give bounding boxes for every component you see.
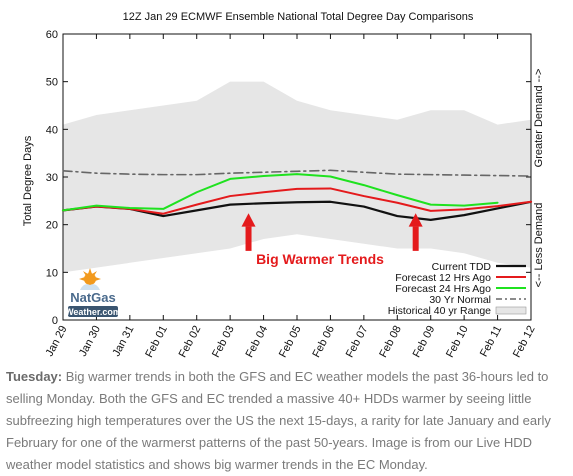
legend-label: Historical 40 yr Range: [388, 305, 491, 317]
y-axis-label: Total Degree Days: [22, 135, 34, 226]
legend-label: Forecast 24 Hrs Ago: [395, 283, 491, 295]
series-line-forecast-24-hrs-ago: [62, 173, 499, 212]
less-demand-label: <-- Less Demand: [533, 203, 545, 288]
series-line-forecast-12-hrs-ago: [62, 187, 532, 215]
y-tick-label: 0: [52, 315, 58, 327]
x-tick-label: Feb 05: [277, 324, 304, 360]
legend-label: Current TDD: [432, 261, 492, 273]
x-tick-label: Feb 08: [377, 324, 404, 360]
y-tick-label: 50: [46, 77, 58, 89]
x-tick-label: Feb 02: [177, 324, 204, 360]
x-tick-label: Feb 07: [344, 324, 371, 360]
legend-label: 30 Yr Normal: [429, 294, 491, 306]
degree-day-chart: 12Z Jan 29 ECMWF Ensemble National Total…: [22, 11, 545, 360]
x-tick-label: Feb 11: [478, 324, 504, 359]
x-tick-label: Jan 31: [110, 324, 136, 359]
x-tick-label: Feb 04: [244, 324, 271, 360]
y-tick-label: 10: [46, 267, 58, 279]
caption: Tuesday: Big warmer trends in both the G…: [6, 366, 566, 476]
y-tick-label: 30: [46, 172, 58, 184]
x-tick-label: Feb 09: [411, 324, 438, 360]
series-line-30-yr-normal: [62, 169, 532, 177]
x-tick-label: Feb 03: [210, 324, 237, 360]
trend-arrow-shaft: [412, 226, 419, 251]
trend-arrow-head: [408, 213, 423, 227]
logo-text-weather: Weather.com: [65, 307, 121, 317]
historical-range-band: [63, 81, 531, 273]
greater-demand-label: Greater Demand -->: [533, 69, 545, 168]
y-tick-label: 60: [46, 29, 58, 41]
legend-label: Forecast 12 Hrs Ago: [395, 272, 491, 284]
logo-text-natgas: NatGas: [70, 290, 116, 305]
trend-arrow-shaft: [245, 226, 252, 251]
x-tick-label: Jan 29: [44, 324, 70, 359]
x-tick-label: Feb 01: [143, 324, 170, 360]
sun-icon: [79, 268, 101, 290]
chart-area: 12Z Jan 29 ECMWF Ensemble National Total…: [22, 11, 545, 360]
x-tick-label: Feb 12: [511, 324, 538, 360]
caption-text: Big warmer trends in both the GFS and EC…: [6, 369, 551, 472]
chart-title: 12Z Jan 29 ECMWF Ensemble National Total…: [123, 11, 474, 23]
y-tick-label: 40: [46, 124, 58, 136]
x-tick-label: Feb 06: [310, 324, 337, 360]
x-tick-label: Jan 30: [77, 324, 103, 359]
x-tick-label: Feb 10: [444, 324, 471, 360]
trend-arrow-head: [241, 213, 256, 227]
big-warmer-trends-annotation: Big Warmer Trends: [256, 251, 384, 267]
legend-swatch: [495, 306, 527, 315]
y-tick-label: 20: [46, 220, 58, 232]
caption-lead: Tuesday:: [6, 369, 63, 384]
natgas-weather-logo: NatGas Weather.com: [65, 268, 121, 317]
